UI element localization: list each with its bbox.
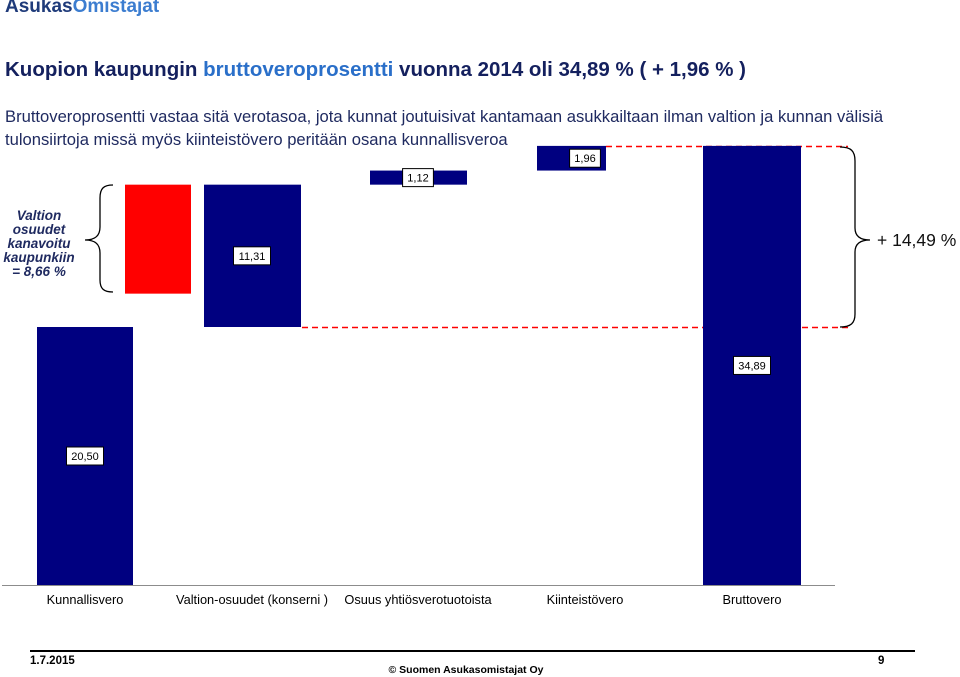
category-label: Kiinteistövero [547,592,624,607]
title-accent: bruttoveroprosentti [203,58,394,81]
value-label: 1,96 [569,148,601,168]
annotation-line: kanavoitu [7,236,71,251]
title-part-2: vuonna 2014 oli 34,89 % ( + 1,96 % ) [393,58,746,81]
value-label-text: 34,89 [738,360,766,372]
annotation-line: Valtion [16,208,62,223]
page-number: 9 [878,655,885,667]
value-label-text: 20,50 [71,451,99,463]
value-label: 1,12 [402,168,434,188]
footer-copyright: © Suomen Asukasomistajat Oy [388,664,544,676]
bar-valtion-osuudet-kanavoitu [125,184,191,294]
value-labels: 20,50 11,31 1,12 1,96 34,89 [66,148,771,466]
subtitle-line: Bruttoveroprosentti vastaa sitä verotaso… [5,107,884,126]
value-label: 34,89 [733,355,771,375]
category-label: Osuus yhtiösverotuotoista [344,592,492,607]
value-label-text: 1,96 [574,153,595,165]
subtitle: Bruttoveroprosentti vastaa sitä verotaso… [5,105,883,151]
page-title: Kuopion kaupungin bruttoveroprosentti vu… [5,58,746,82]
category-label: Bruttovero [722,592,781,607]
value-label-box [402,168,434,188]
subtitle-line: tulonsiirtoja missä myös kiinteistövero … [5,130,508,149]
bars [37,145,801,585]
title-part-1: Kuopion kaupungin [5,58,204,81]
value-label: 20,50 [66,446,104,466]
category-labels: Kunnallisvero Valtion-osuudet (konserni )… [47,592,782,607]
left-brace [84,184,114,293]
annotation-line: kaupunkiin [3,250,75,265]
value-label-box [569,148,601,168]
value-label-box [233,246,271,266]
value-label-box [66,446,104,466]
value-label-text: 11,31 [239,251,266,263]
logo-part-2: Omistajat [72,0,160,17]
value-label: 11,31 [233,246,271,266]
increase-annotation: + 14,49 % [877,230,957,250]
value-label-box [733,355,771,375]
annotation-line: = 8,66 % [12,264,66,279]
annotation-line: osuudet [12,222,66,237]
value-label-text: 1,12 [407,173,428,185]
category-label: Kunnallisvero [47,592,124,607]
footer-date: 1.7.2015 [30,655,75,667]
category-label: Valtion-osuudet (konserni ) [176,592,328,607]
right-brace [839,146,871,328]
logo-part-1: Asukas [5,0,73,17]
asukasomistajat-logo: AsukasOmistajat [5,0,159,17]
valtion-osuudet-annotation: Valtion osuudet kanavoitu kaupunkiin = 8… [0,209,78,279]
